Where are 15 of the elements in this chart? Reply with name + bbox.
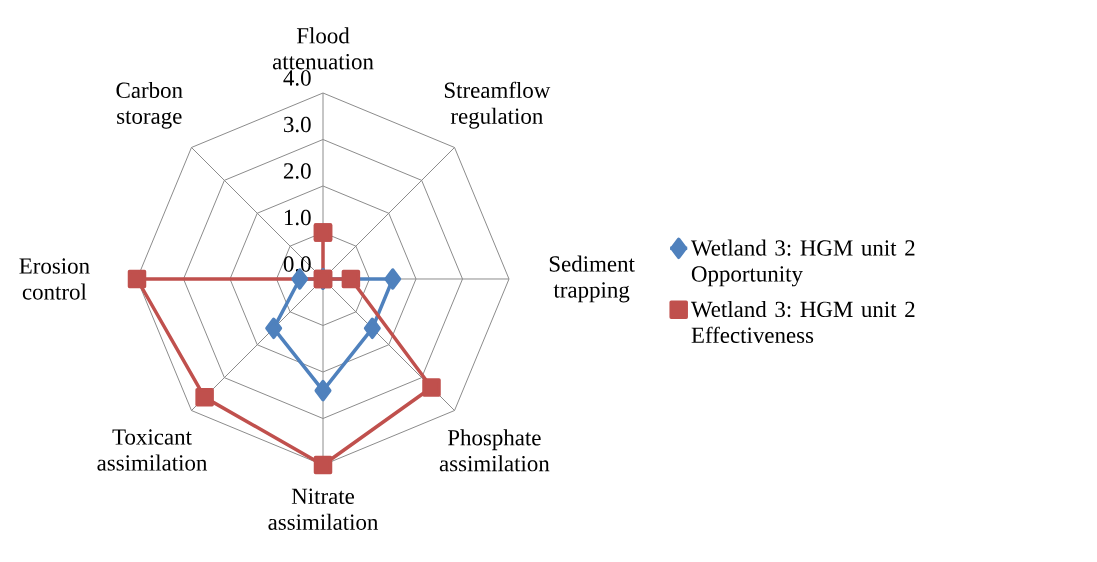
y-tick-label: 1.0 <box>284 209 311 226</box>
spoke-label: Streamflow regulation <box>444 81 551 129</box>
legend-label: Wetland 3: HGM unit 2 Opportunity <box>690 239 915 287</box>
spoke-label: Sediment trapping <box>549 255 635 303</box>
y-tick-label: 0.0 <box>283 256 311 272</box>
spoke-label: Nitrate assimilation <box>268 488 379 530</box>
spoke-label: Erosion control <box>19 258 90 300</box>
y-tick-label: 4.0 <box>283 70 311 86</box>
spoke-label: Toxicant assimilation <box>97 429 208 471</box>
y-tick-label: 3.0 <box>284 116 311 133</box>
spoke-label: Phosphate assimilation <box>439 429 550 472</box>
spoke-label: Carbon storage <box>116 81 183 129</box>
y-tick-label: 2.0 <box>283 163 311 179</box>
spoke-label: Flood attenuation <box>272 27 374 70</box>
legend-label: Wetland 3: HGM unit 2 Effectiveness <box>690 300 915 344</box>
